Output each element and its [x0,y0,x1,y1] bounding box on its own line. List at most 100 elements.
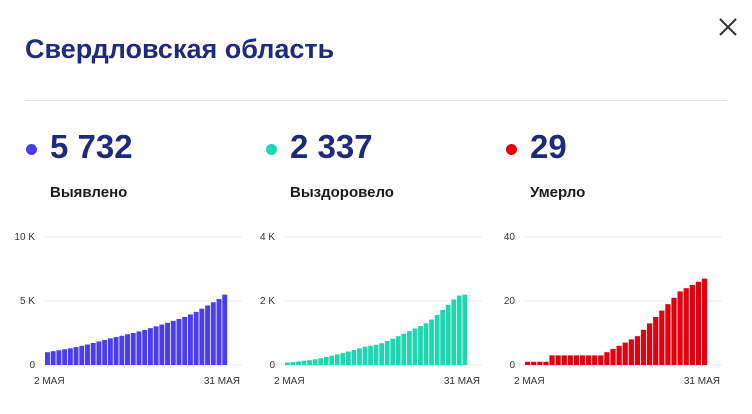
recovered-bar [462,294,468,365]
deaths-bar [683,288,689,365]
confirmed-bar [125,334,130,365]
recovered-bar [423,323,429,365]
recovered-bar [412,328,418,365]
recovered-bar [456,295,462,365]
recovered-bar [318,358,324,365]
recovered-bar [373,344,379,365]
recovered-bar [390,338,396,365]
close-button[interactable] [713,12,743,42]
deaths-bar [671,297,677,365]
confirmed-chart: 10 K 5 K 0 2 МАЯ 31 МАЯ [14,232,242,387]
confirmed-value: 5 732 [50,128,133,165]
x-tick-label: 31 МАЯ [204,376,240,387]
recovered-bar [407,331,412,365]
recovered-bar [379,343,385,365]
confirmed-bar [62,349,68,365]
deaths-bar [549,355,555,365]
recovered-bar [301,360,307,365]
confirmed-bar [45,352,50,365]
confirmed-bar [216,299,222,365]
deaths-bar [610,349,616,365]
deaths-bar [543,361,549,365]
deaths-chart: 40 20 0 2 МАЯ 31 МАЯ [504,232,722,387]
page-title: Свердловская область [25,34,335,64]
deaths-bar [640,329,647,365]
deaths-bar [653,317,659,365]
deaths-bar [628,339,634,365]
confirmed-bar [113,337,119,365]
confirmed-bar [210,302,216,365]
recovered-bar [440,309,446,365]
recovered-label: Выздоровело [290,184,394,201]
deaths-bar [647,323,653,365]
confirmed-label: Выявлено [50,184,128,201]
deaths-bar [525,361,531,365]
confirmed-bar [90,342,96,365]
deaths-label: Умерло [530,184,586,201]
deaths-bar [573,355,580,365]
recovered-bar [357,348,362,365]
recovered-bar [296,361,301,365]
y-tick-label: 0 [29,360,35,371]
recovered-bar [290,362,296,365]
deaths-bar [586,355,592,365]
y-tick-label: 20 [504,296,516,307]
recovered-bar [323,357,329,365]
confirmed-bar [130,333,136,365]
confirmed-bar [73,347,79,365]
recovered-bar [451,299,457,365]
confirmed-bar [79,345,85,365]
deaths-bar [555,355,561,365]
y-tick-label: 2 K [260,296,275,307]
recovered-bar [418,325,423,365]
x-tick-label: 31 МАЯ [684,376,720,387]
deaths-bar [598,355,604,365]
recovered-chart: 4 K 2 K 0 2 МАЯ 31 МАЯ [260,232,482,387]
confirmed-bar [119,335,125,365]
confirmed-bar [165,322,171,365]
deaths-bar [665,304,671,365]
deaths-bar [622,342,628,365]
y-tick-label: 5 K [20,296,35,307]
confirmed-dot-icon [26,144,37,155]
recovered-bar [312,359,318,365]
recovered-bar [329,355,335,365]
confirmed-bar [193,311,199,365]
recovered-bar [362,346,368,365]
confirmed-bar [147,328,153,365]
recovered-bar [334,354,340,365]
confirmed-bar [107,338,113,365]
deaths-bar [531,361,537,365]
deaths-bar [634,336,641,365]
confirmed-bar [56,350,62,365]
x-tick-label: 2 МАЯ [274,376,305,387]
deaths-bar [616,345,622,365]
deaths-bar [659,310,665,365]
y-tick-label: 0 [509,360,515,371]
confirmed-bar [136,331,142,365]
confirmed-bar [85,344,90,365]
recovered-bar [434,315,440,365]
recovered-value: 2 337 [290,128,373,165]
recovered-bar [445,304,451,365]
confirmed-bar [102,339,108,365]
confirmed-bar [142,329,148,365]
confirmed-bar [67,348,73,365]
deaths-bar [561,355,567,365]
confirmed-bar [199,308,205,365]
recovered-bar [346,351,351,365]
deaths-value: 29 [530,128,567,165]
x-tick-label: 2 МАЯ [514,376,545,387]
deaths-bar [579,355,586,365]
confirmed-bar [170,320,176,365]
confirmed-bar [182,317,188,365]
x-tick-label: 31 МАЯ [444,376,480,387]
y-tick-label: 10 K [14,232,35,243]
recovered-bar [351,349,357,365]
recovered-dot-icon [266,144,277,155]
y-tick-label: 4 K [260,232,275,243]
recovered-bar [368,345,373,365]
deaths-bar [537,361,543,365]
recovered-bar [395,336,401,365]
deaths-bar [604,352,610,365]
